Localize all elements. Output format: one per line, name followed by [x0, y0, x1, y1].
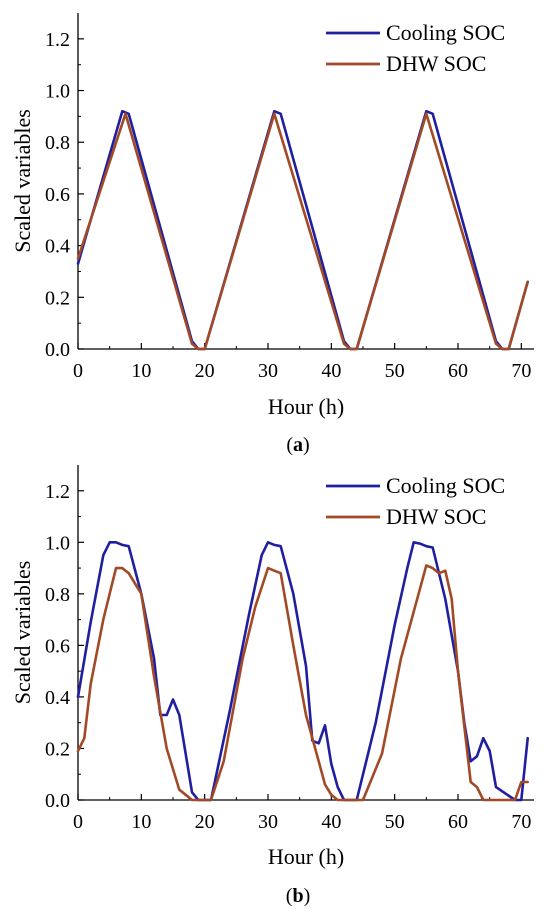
x-tick-label: 50	[385, 811, 405, 833]
y-tick-label: 0.2	[45, 738, 70, 760]
caption-close: )	[304, 885, 311, 907]
x-tick-label: 0	[73, 811, 83, 833]
y-tick-label: 0.0	[45, 339, 70, 361]
x-axis-title: Hour (h)	[268, 394, 344, 419]
x-tick-label: 40	[321, 811, 341, 833]
x-tick-label: 70	[511, 360, 531, 382]
y-axis-title: Scaled variables	[10, 109, 35, 253]
y-tick-label: 1.2	[45, 481, 70, 503]
y-tick-label: 0.8	[45, 132, 70, 154]
y-tick-label: 0.6	[45, 184, 70, 206]
caption-open: (	[286, 434, 293, 456]
x-tick-label: 10	[131, 360, 151, 382]
caption-close: )	[303, 434, 310, 456]
x-tick-label: 30	[258, 811, 278, 833]
x-tick-label: 10	[131, 811, 151, 833]
x-tick-label: 50	[385, 360, 405, 382]
y-tick-label: 0.6	[45, 635, 70, 657]
y-axis-title: Scaled variables	[10, 561, 35, 705]
legend-label: Cooling SOC	[386, 20, 505, 45]
panel-caption: (a)	[286, 434, 309, 456]
y-tick-label: 0.2	[45, 287, 70, 309]
x-tick-label: 40	[321, 360, 341, 382]
x-tick-label: 20	[195, 811, 215, 833]
y-tick-label: 1.0	[45, 532, 70, 554]
caption-letter: a	[293, 434, 303, 456]
legend-label: Cooling SOC	[386, 473, 505, 498]
x-tick-label: 0	[73, 360, 83, 382]
x-tick-label: 30	[258, 360, 278, 382]
chart-panel-b: 0.0 0.2 0.4 0.6 0.8 1.0 1.2 0 10 20 30 40 50 60 70 Hour…	[10, 465, 534, 907]
x-tick-label: 20	[195, 360, 215, 382]
caption-open: (	[286, 885, 293, 907]
x-axis-title: Hour (h)	[268, 844, 344, 869]
y-tick-label: 0.4	[45, 687, 70, 709]
caption-letter: b	[292, 885, 303, 907]
y-tick-label: 0.0	[45, 790, 70, 812]
y-tick-label: 1.0	[45, 81, 70, 103]
y-tick-label: 1.2	[45, 29, 70, 51]
chart-panel-a: 0.0 0.2 0.4 0.6 0.8 1.0 1.2 0 10 20 30 40 50 60 70 Hour…	[10, 13, 534, 456]
panel-caption: (b)	[286, 885, 310, 907]
legend-label: DHW SOC	[386, 51, 486, 76]
series-line-dhw-soc	[76, 564, 530, 802]
x-tick-label: 60	[448, 360, 468, 382]
x-tick-label: 60	[448, 811, 468, 833]
legend-label: DHW SOC	[386, 504, 486, 529]
y-tick-label: 0.8	[45, 584, 70, 606]
y-tick-label: 0.4	[45, 236, 70, 258]
x-tick-label: 70	[511, 811, 531, 833]
series-line-cooling-soc	[76, 540, 530, 802]
series-line-dhw-soc	[76, 112, 530, 351]
